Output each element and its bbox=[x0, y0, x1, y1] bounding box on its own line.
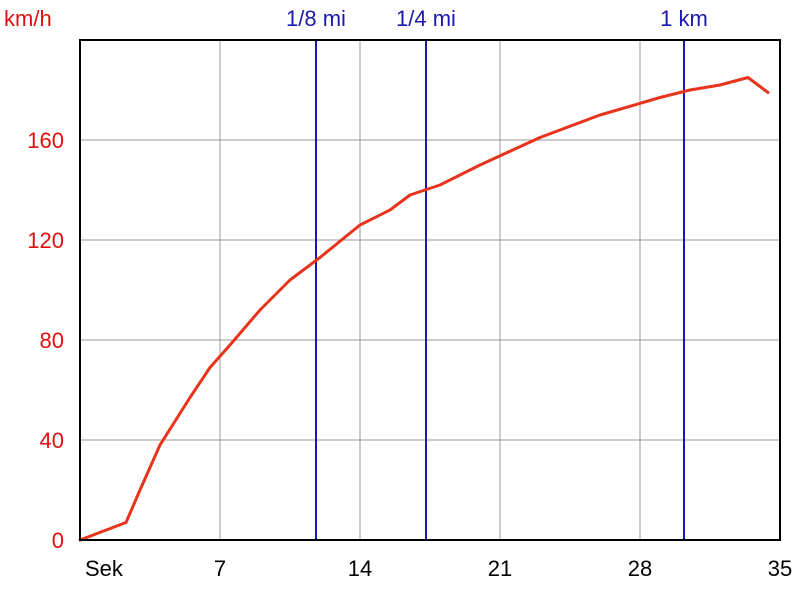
series-layer bbox=[78, 76, 770, 542]
y-tick-label: 160 bbox=[27, 128, 64, 153]
x-tick-label: 21 bbox=[488, 556, 512, 581]
distance-marker-label: 1/4 mi bbox=[396, 6, 456, 31]
distance-marker-label: 1/8 mi bbox=[286, 6, 346, 31]
y-tick-label: 0 bbox=[52, 528, 64, 553]
distance-marker-label: 1 km bbox=[660, 6, 708, 31]
speed-series-line bbox=[78, 76, 770, 542]
x-tick-label: 7 bbox=[214, 556, 226, 581]
y-axis-unit: km/h bbox=[4, 6, 52, 31]
y-tick-label: 80 bbox=[40, 328, 64, 353]
plot-frame bbox=[79, 39, 781, 541]
x-tick-label: 35 bbox=[768, 556, 792, 581]
x-tick-label: 28 bbox=[628, 556, 652, 581]
grid bbox=[80, 40, 780, 540]
y-tick-label: 40 bbox=[40, 428, 64, 453]
distance-markers: 1/8 mi 1/4 mi 1 km bbox=[286, 6, 708, 540]
x-tick-label: 14 bbox=[348, 556, 372, 581]
y-tick-label: 120 bbox=[27, 228, 64, 253]
x-axis-unit: Sek bbox=[85, 556, 124, 581]
tick-labels: 0 40 80 120 160 7 14 21 28 35 bbox=[27, 128, 792, 581]
